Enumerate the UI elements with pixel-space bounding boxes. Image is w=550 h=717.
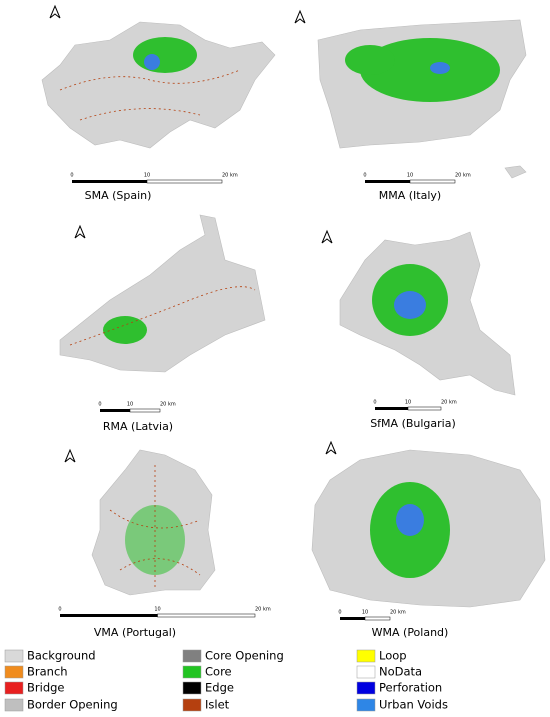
- legend-swatch: [356, 665, 376, 679]
- scale-bar-light: [157, 613, 256, 618]
- scale-label: 0: [363, 173, 366, 179]
- legend-swatch: [182, 649, 202, 663]
- scale-label: 0: [70, 173, 73, 179]
- legend-swatch: [356, 649, 376, 663]
- scale-bar-light: [364, 616, 391, 621]
- map-mma: [317, 19, 527, 179]
- map-vma: [91, 449, 216, 596]
- legend-label: NoData: [379, 665, 422, 679]
- scale-bar-dark: [375, 407, 408, 410]
- scale-label: 0: [338, 610, 341, 616]
- scale-bar-light: [129, 408, 161, 413]
- legend-label: Perforation: [379, 681, 442, 695]
- legend-label: Loop: [379, 649, 407, 663]
- legend-swatch: [182, 698, 202, 712]
- scale-label: 10: [407, 173, 413, 179]
- scale-label: 20 km: [255, 607, 271, 613]
- scale-label: 20 km: [441, 400, 457, 406]
- panel-caption: SMA (Spain): [85, 189, 152, 202]
- legend-label: Border Opening: [27, 698, 118, 712]
- legend-label: Bridge: [27, 681, 65, 695]
- scale-label: 20 km: [390, 610, 406, 616]
- legend-swatch: [4, 681, 24, 695]
- scale-bar-dark: [60, 614, 158, 617]
- legend-label: Urban Voids: [379, 698, 448, 712]
- scale-bar-light: [407, 406, 442, 411]
- legend-label: Islet: [205, 698, 230, 712]
- legend-swatch: [4, 698, 24, 712]
- legend-swatch: [182, 681, 202, 695]
- scale-label: 20 km: [455, 173, 471, 179]
- panel-caption: WMA (Poland): [372, 626, 449, 639]
- scale-label: 10: [405, 400, 411, 406]
- map-wma: [311, 449, 546, 608]
- legend-label: Core: [205, 665, 232, 679]
- scale-bar-dark: [340, 617, 365, 620]
- scale-bar-light: [146, 179, 223, 184]
- scale-label: 0: [373, 400, 376, 406]
- legend-swatch: [182, 665, 202, 679]
- scale-label: 20 km: [160, 402, 176, 408]
- panel-caption: MMA (Italy): [379, 189, 441, 202]
- legend-label: Branch: [27, 665, 68, 679]
- legend-swatch: [4, 649, 24, 663]
- legend-label: Background: [27, 649, 96, 663]
- map-sma: [41, 21, 276, 149]
- legend-swatch: [356, 681, 376, 695]
- scale-label: 10: [144, 173, 150, 179]
- scale-label: 10: [127, 402, 133, 408]
- map-rma: [59, 214, 266, 373]
- map-sfma: [339, 231, 516, 396]
- scale-label: 10: [154, 607, 160, 613]
- panel-caption: RMA (Latvia): [103, 420, 173, 433]
- legend-swatch: [4, 665, 24, 679]
- panel-caption: SfMA (Bulgaria): [370, 417, 456, 430]
- legend-label: Core Opening: [205, 649, 284, 663]
- scale-label: 0: [58, 607, 61, 613]
- scale-bar-light: [409, 179, 456, 184]
- panel-caption: VMA (Portugal): [94, 626, 176, 639]
- scale-bar-dark: [100, 409, 130, 412]
- scale-label: 10: [362, 610, 368, 616]
- scale-label: 0: [98, 402, 101, 408]
- legend-swatch: [356, 698, 376, 712]
- north-arrows: [49, 4, 337, 463]
- scale-label: 20 km: [222, 173, 238, 179]
- scale-bar-dark: [72, 180, 147, 183]
- legend-label: Edge: [205, 681, 234, 695]
- scale-bar-dark: [365, 180, 410, 183]
